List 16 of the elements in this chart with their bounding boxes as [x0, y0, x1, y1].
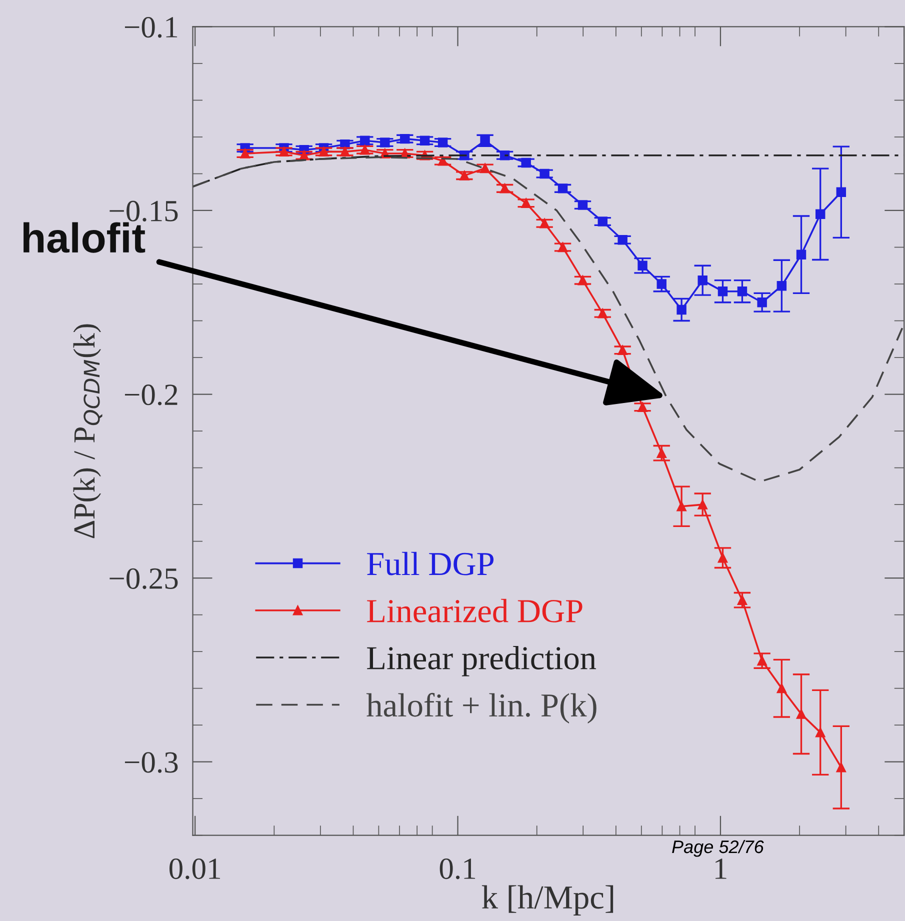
y-tick-label: −0.1 [124, 16, 178, 38]
x-axis-title: k [h/Mpc] [482, 885, 614, 916]
y-axis-title: ΔP(k) / P$_{QCDM}$(k) [73, 324, 102, 538]
text: Page 52/76 [672, 840, 764, 857]
legend-label: halofit + lin. P(k) [366, 692, 596, 724]
y-tick-label: −0.25 [110, 568, 178, 590]
y-tick-label: −0.15 [110, 200, 178, 222]
x-tick-label: 0.01 [170, 858, 220, 880]
annotation: halofit [24, 222, 146, 253]
y-tick-label: −0.3 [124, 752, 178, 773]
x-tick-label: 1 [716, 858, 726, 879]
y-tick-label: −0.2 [124, 384, 178, 406]
x-tick-label: 0.1 [440, 858, 476, 880]
legend-label: Linear prediction [367, 646, 596, 676]
legend-label: Full DGP [367, 552, 494, 576]
legend-label: Linearized DGP [367, 598, 582, 622]
